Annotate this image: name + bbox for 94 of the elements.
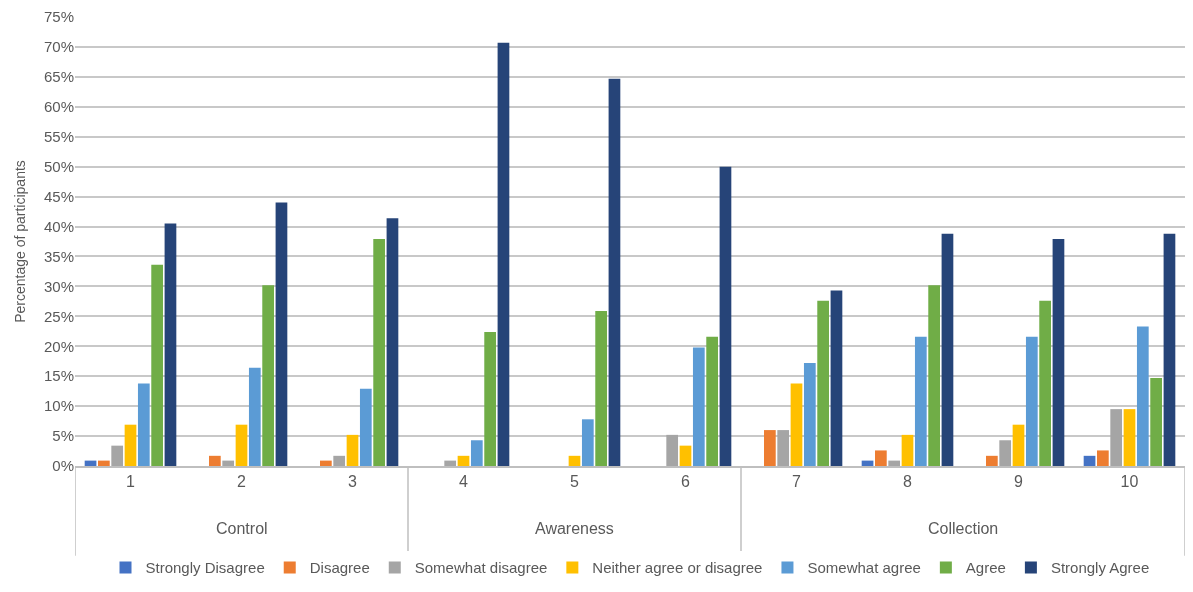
bar xyxy=(790,383,803,466)
bar xyxy=(373,239,385,466)
y-tick-label: 25% xyxy=(43,307,74,325)
y-tick-label: 0% xyxy=(52,457,74,475)
text: Collection xyxy=(928,520,999,537)
y-tick-label: 40% xyxy=(43,217,74,235)
bar xyxy=(1163,233,1176,466)
bar xyxy=(484,331,496,466)
bar xyxy=(164,223,177,466)
x-tick-label: 3 xyxy=(348,472,358,490)
bar xyxy=(875,450,887,466)
bar xyxy=(595,310,607,466)
y-tick-label: 5% xyxy=(52,427,74,445)
bar xyxy=(470,440,483,466)
bar xyxy=(1052,239,1065,466)
bar xyxy=(901,434,914,466)
bar xyxy=(1150,378,1162,466)
bar xyxy=(666,434,679,466)
bar xyxy=(209,455,221,466)
bar xyxy=(817,300,829,466)
bar xyxy=(777,430,790,466)
text: Control xyxy=(216,520,268,537)
bar xyxy=(581,419,594,466)
bar xyxy=(457,455,470,466)
bar xyxy=(386,218,399,466)
x-tick-label: 8 xyxy=(903,472,913,490)
y-tick-label: 20% xyxy=(43,337,74,355)
bar xyxy=(275,202,288,466)
bar xyxy=(888,460,901,466)
bar xyxy=(1123,409,1136,466)
x-tick-label: 6 xyxy=(681,472,691,490)
legend-label: Somewhat disagree xyxy=(414,559,548,577)
y-tick-label: 45% xyxy=(43,187,74,205)
bar xyxy=(1136,326,1149,466)
y-tick-label: 15% xyxy=(43,367,74,385)
y-tick-label: 65% xyxy=(43,68,74,86)
bar xyxy=(235,424,248,466)
bar xyxy=(941,233,954,466)
bar xyxy=(706,336,718,466)
bar xyxy=(320,460,332,466)
bar xyxy=(608,78,621,466)
bar xyxy=(679,445,692,466)
x-tick-label: 7 xyxy=(792,472,802,490)
legend-label: Strongly Disagree xyxy=(145,559,265,577)
y-tick-label: 60% xyxy=(43,98,74,116)
legend-label: Agree xyxy=(965,559,1006,577)
bar xyxy=(497,42,510,466)
y-tick-label: 75% xyxy=(43,8,74,26)
bar xyxy=(98,460,110,466)
bar xyxy=(803,363,816,466)
bar xyxy=(137,383,150,466)
x-tick-label: 1 xyxy=(126,472,136,490)
bar xyxy=(444,460,457,466)
bar xyxy=(151,264,163,466)
bar xyxy=(1097,450,1109,466)
x-tick-label: 5 xyxy=(570,472,580,490)
legend-label: Somewhat agree xyxy=(807,559,921,577)
bar xyxy=(248,367,261,466)
bar xyxy=(568,455,581,466)
text: Awareness xyxy=(535,520,614,537)
y-tick-label: 10% xyxy=(43,397,74,415)
y-tick-label: 30% xyxy=(43,277,74,295)
bar xyxy=(692,347,705,466)
y-axis-title: Percentage of participants xyxy=(11,160,28,323)
bar xyxy=(346,434,359,466)
legend-label: Strongly Agree xyxy=(1050,559,1150,577)
bar xyxy=(719,166,732,466)
bar xyxy=(830,290,843,466)
bar xyxy=(1012,424,1025,466)
bar xyxy=(111,445,124,466)
bar xyxy=(764,430,776,466)
bar xyxy=(359,388,372,466)
legend-label: Neither agree or disagree xyxy=(592,559,763,577)
bar xyxy=(1025,336,1038,466)
bar xyxy=(914,336,927,466)
bar xyxy=(999,440,1012,466)
x-tick-label: 9 xyxy=(1014,472,1024,490)
legend-label: Disagree xyxy=(309,559,370,577)
bar xyxy=(222,460,235,466)
x-tick-label: 2 xyxy=(237,472,247,490)
bar xyxy=(928,285,940,466)
bar xyxy=(1039,300,1051,466)
y-tick-label: 70% xyxy=(43,38,74,56)
y-tick-label: 55% xyxy=(43,127,74,145)
y-tick-label: 35% xyxy=(43,247,74,265)
bar xyxy=(986,455,998,466)
y-tick-label: 50% xyxy=(43,157,74,175)
bar xyxy=(333,455,346,466)
bar xyxy=(124,424,137,466)
bar xyxy=(1083,455,1096,466)
bar xyxy=(262,285,274,466)
bar xyxy=(1110,409,1123,466)
x-tick-label: 4 xyxy=(459,472,469,490)
x-tick-label: 10 xyxy=(1120,472,1139,490)
